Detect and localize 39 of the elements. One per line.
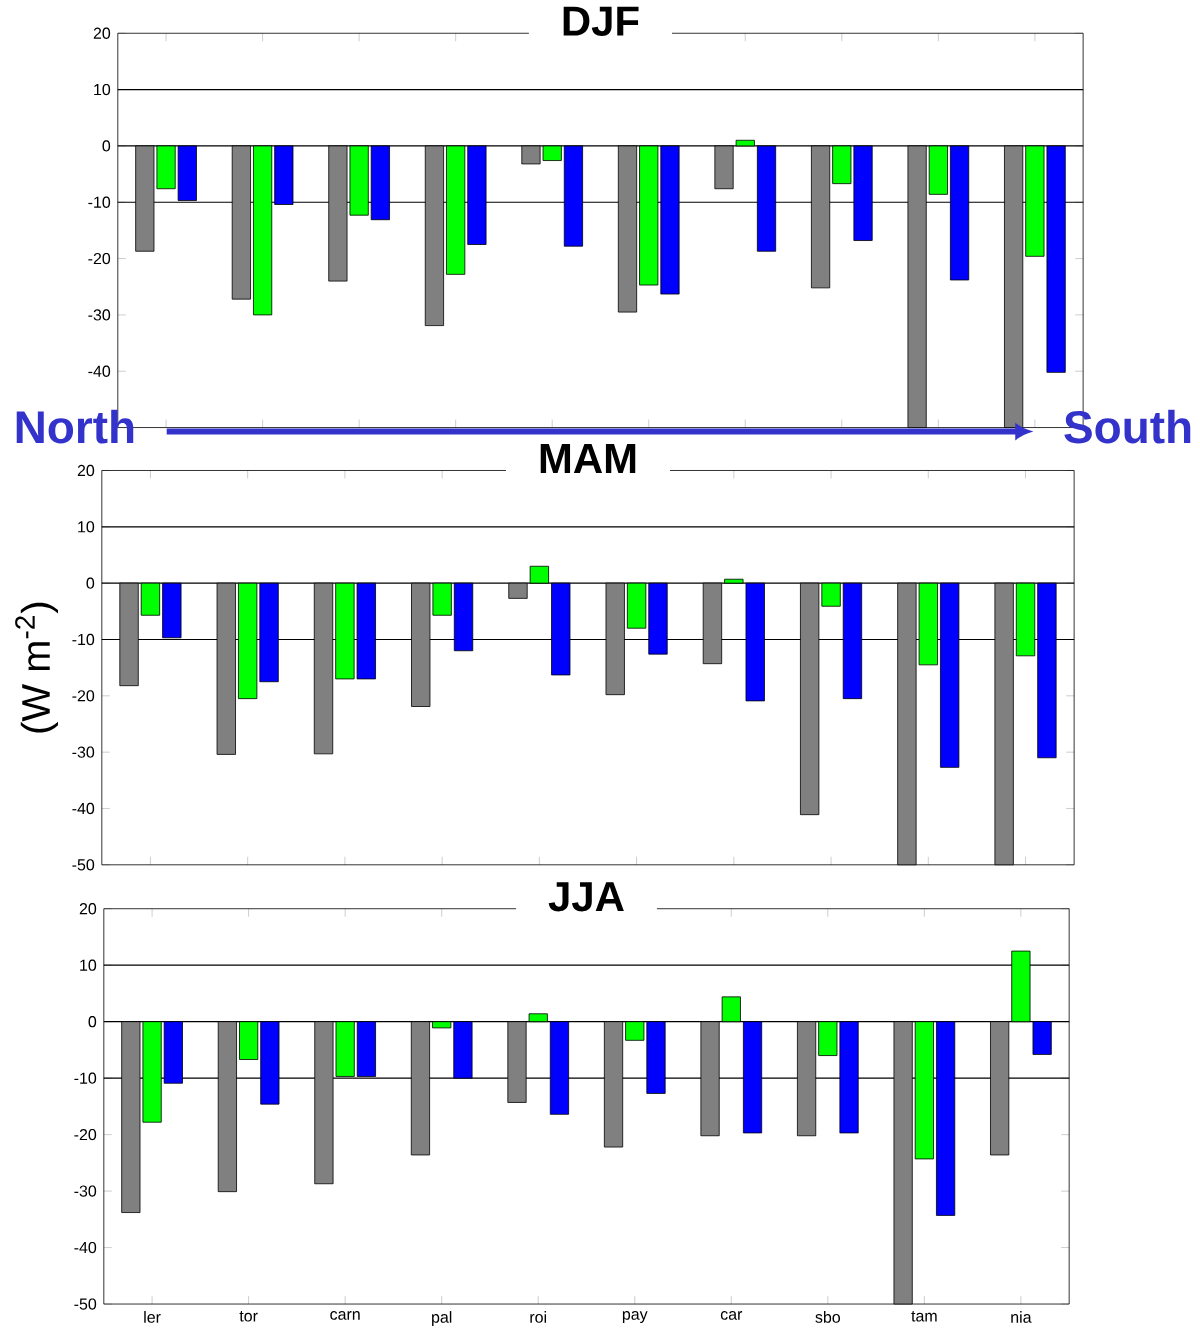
y-tick-label: 0 [102, 140, 111, 152]
chart-title: JJA [548, 882, 624, 912]
x-tick-label: tor [239, 1311, 258, 1322]
x-tick-label: tam [911, 1311, 937, 1322]
y-tick-label: -20 [88, 252, 111, 265]
y-tick-label: 20 [77, 464, 95, 477]
annotation: South [1064, 409, 1191, 444]
y-tick-label: -10 [88, 196, 111, 208]
x-tick-label: pay [623, 1311, 648, 1324]
x-tick-label: pal [432, 1311, 452, 1326]
x-tick-label: carn [330, 1311, 360, 1320]
y-tick-label: -20 [72, 690, 95, 702]
y-tick-label: -10 [72, 633, 95, 646]
y-tick-label: 10 [78, 521, 95, 533]
annotation: North [16, 409, 134, 444]
y-tick-label: -10 [74, 1072, 97, 1084]
y-tick-label: -30 [72, 746, 95, 758]
y-tick-label: 20 [93, 27, 111, 39]
y-tick-label: -40 [74, 1241, 97, 1254]
x-tick-label: nia [1011, 1311, 1032, 1323]
y-tick-label: 10 [80, 959, 97, 971]
x-tick-label: ler [144, 1311, 161, 1323]
y-tick-label: 0 [88, 1016, 97, 1028]
y-tick-label: -50 [72, 859, 95, 871]
y-axis-title: (W m$^{-2}$) [15, 602, 59, 733]
y-tick-label: -40 [72, 802, 95, 815]
y-tick-label: 10 [94, 83, 111, 96]
chart-title: MAM [540, 444, 636, 473]
chart-title: DJF [563, 6, 639, 36]
y-tick-label: -30 [74, 1185, 97, 1197]
x-tick-label: car [721, 1311, 743, 1320]
y-tick-label: -30 [88, 309, 111, 321]
y-tick-label: 0 [86, 577, 95, 589]
y-tick-label: 20 [79, 903, 97, 915]
y-tick-label: -40 [88, 365, 111, 377]
y-tick-label: -50 [74, 1298, 97, 1310]
x-tick-label: sbo [815, 1311, 841, 1323]
x-tick-label: roi [530, 1311, 547, 1323]
y-tick-label: -20 [74, 1128, 97, 1141]
